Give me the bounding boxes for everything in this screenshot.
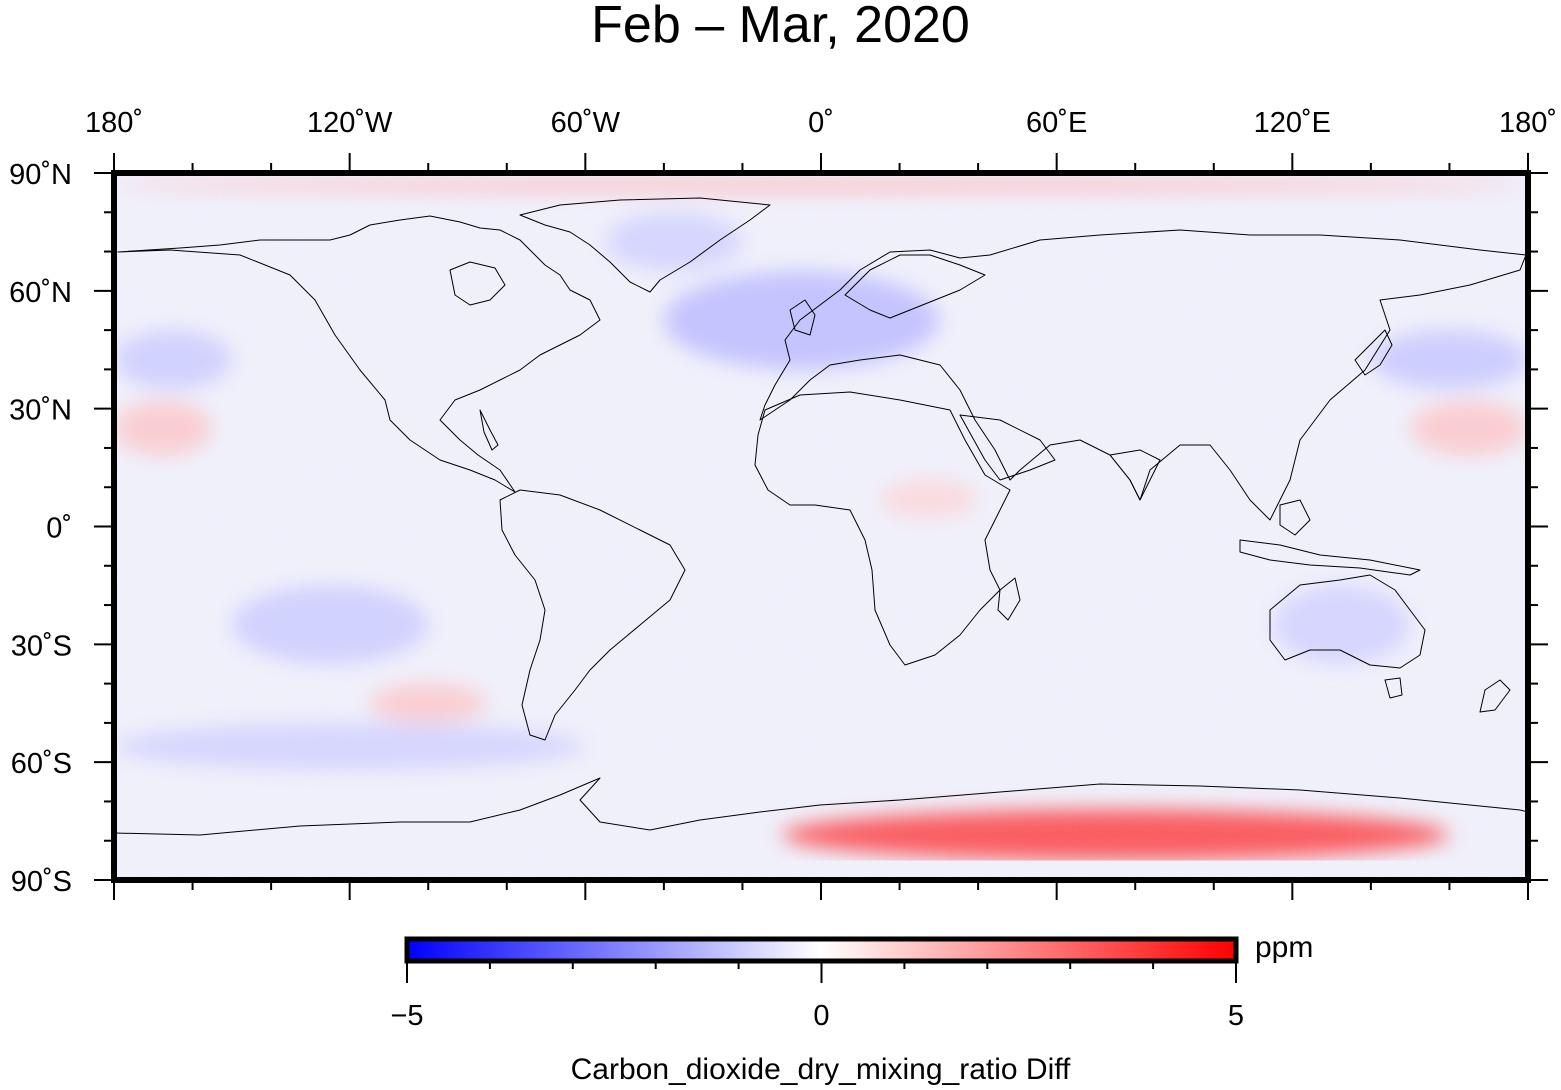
lon-tick-label: 120˚W <box>307 107 393 139</box>
coast-south-america <box>499 489 686 741</box>
lat-tick-label: 30˚N <box>9 395 72 427</box>
coast-japan <box>1354 329 1393 376</box>
coastlines <box>114 197 1528 836</box>
lat-tick-label: 90˚N <box>9 159 72 191</box>
coast-madagascar <box>997 577 1021 621</box>
coast-tasmania <box>1384 677 1403 699</box>
colorbar-ticks <box>406 961 1237 983</box>
colorbar-tick-labels: −5 0 5 <box>390 1000 1244 1032</box>
coast-greenland <box>519 197 771 293</box>
coast-indonesia <box>1239 539 1421 576</box>
colorbar-tick-label: 5 <box>1228 1000 1244 1032</box>
coast-antarctica <box>114 777 1528 836</box>
lat-tick-label: 30˚S <box>11 630 72 662</box>
coast-arabia <box>959 414 1056 481</box>
lon-tick-label: 120˚E <box>1254 107 1331 139</box>
colorbar-unit: ppm <box>1255 931 1314 964</box>
map-tick-labels: 180˚ 120˚W 60˚W 0˚ 60˚E 120˚E 180˚ 90˚N 60˚N 30˚N… <box>9 107 1557 898</box>
lon-tick-label: 180˚ <box>1499 107 1557 139</box>
lat-tick-label: 90˚S <box>11 866 72 898</box>
lon-tick-label: 0˚ <box>808 107 834 139</box>
colorbar-tick-label: 0 <box>813 1000 829 1032</box>
field-noise <box>114 173 1528 880</box>
coast-eurasia <box>759 229 1527 521</box>
lon-tick-label: 180˚ <box>85 107 143 139</box>
coast-australia <box>1269 574 1426 669</box>
colorbar-tick-label: −5 <box>390 1000 423 1032</box>
lat-tick-label: 0˚ <box>46 513 72 545</box>
coast-india <box>1109 449 1161 501</box>
map-title: Feb – Mar, 2020 <box>591 0 970 54</box>
lat-tick-label: 60˚S <box>11 748 72 780</box>
lon-tick-label: 60˚E <box>1026 107 1087 139</box>
colorbar-title: Carbon_dioxide_dry_mixing_ratio Diff <box>570 1053 1071 1086</box>
coast-north-america <box>117 215 601 493</box>
lat-tick-label: 60˚N <box>9 277 72 309</box>
map-ticks <box>94 153 1548 900</box>
coast-scandinavia <box>844 254 986 319</box>
coast-new-zealand <box>1479 679 1511 713</box>
colorbar <box>404 936 1239 964</box>
lon-tick-label: 60˚W <box>551 107 621 139</box>
coast-british-isles <box>789 299 816 336</box>
coast-borneo <box>1279 499 1311 536</box>
coast-africa <box>754 391 1011 666</box>
coast-florida <box>479 409 499 451</box>
coast-hudson-bay <box>449 261 506 306</box>
